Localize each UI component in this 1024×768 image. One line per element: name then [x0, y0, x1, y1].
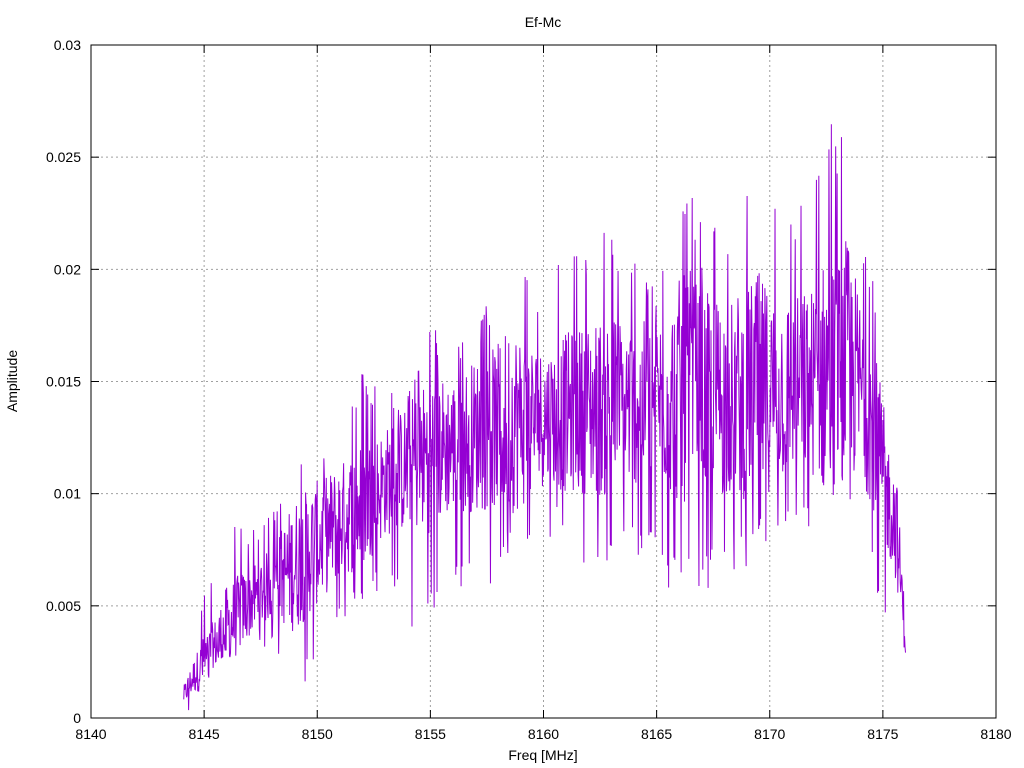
y-tick-label: 0.01: [54, 486, 81, 502]
x-axis-label: Freq [MHz]: [508, 747, 577, 763]
chart-title: Ef-Mc: [525, 14, 562, 30]
y-tick-label: 0: [73, 710, 81, 726]
x-tick-label: 8150: [302, 726, 333, 742]
tick-marks: [90, 44, 997, 719]
y-tick-label: 0.02: [54, 261, 81, 277]
y-axis-label: Amplitude: [4, 350, 20, 412]
y-tick-label: 0.025: [46, 149, 81, 165]
y-tick-label: 0.015: [46, 374, 81, 390]
x-tick-label: 8145: [189, 726, 220, 742]
amplitude-series-line: [183, 124, 906, 711]
y-tick-label: 0.03: [54, 37, 81, 53]
x-tick-label: 8165: [641, 726, 672, 742]
y-tick-labels: 0 0.005 0.01 0.015 0.02 0.025 0.03: [46, 37, 81, 726]
x-tick-label: 8180: [980, 726, 1011, 742]
x-tick-label: 8140: [75, 726, 106, 742]
x-tick-label: 8155: [415, 726, 446, 742]
grid-lines: [91, 45, 996, 718]
x-tick-label: 8170: [754, 726, 785, 742]
y-tick-label: 0.005: [46, 598, 81, 614]
x-tick-label: 8160: [528, 726, 559, 742]
x-tick-labels: 8140 8145 8150 8155 8160 8165 8170 8175 8180: [75, 726, 1011, 742]
x-tick-label: 8175: [867, 726, 898, 742]
